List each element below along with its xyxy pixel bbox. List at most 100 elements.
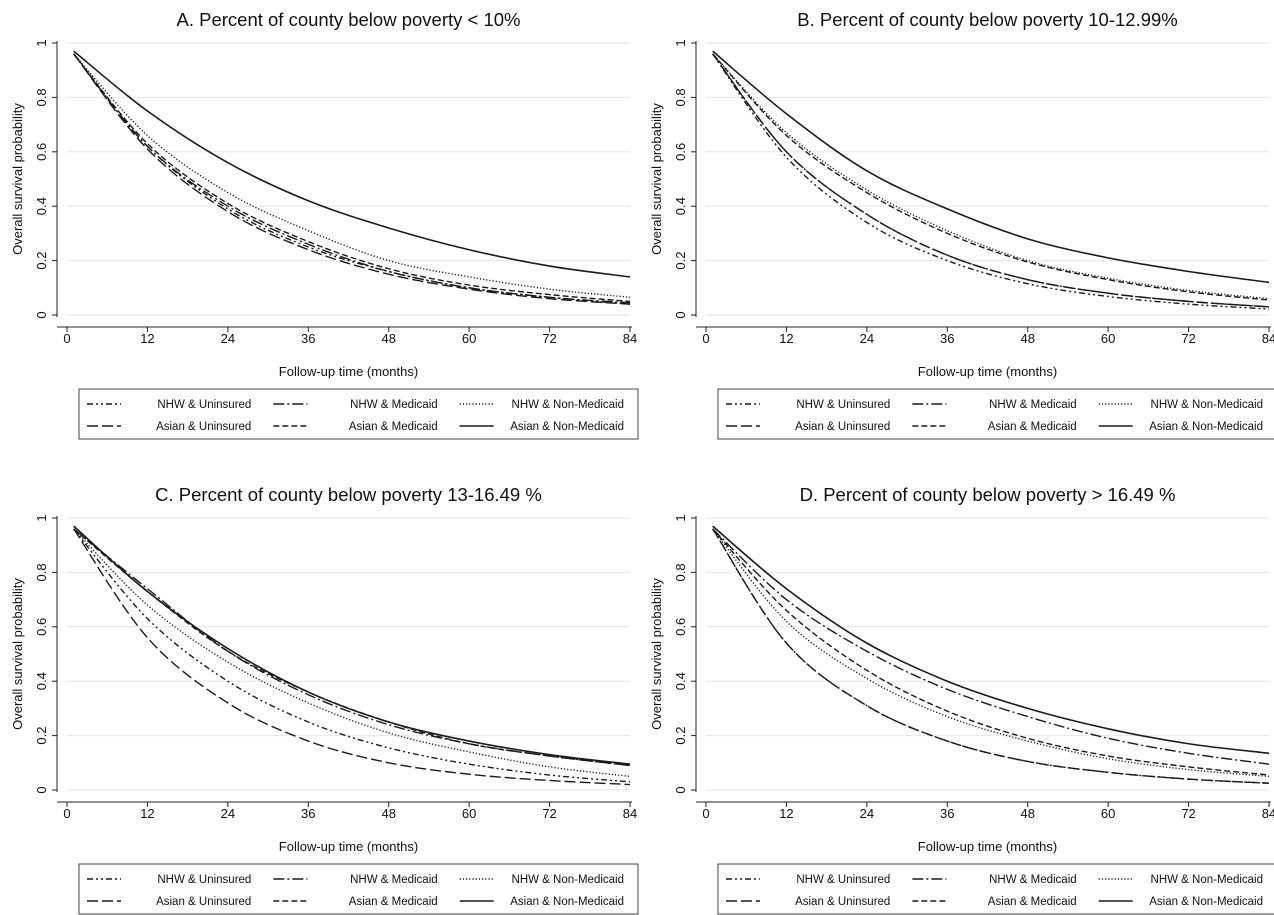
panel-b: B. Percent of county below poverty 10-12…: [649, 9, 1274, 440]
legend-label: Asian & Medicaid: [349, 896, 438, 908]
x-tick-label: 36: [940, 806, 954, 821]
y-tick-label: 0.2: [673, 252, 688, 270]
x-tick-label: 12: [779, 806, 793, 821]
legend-label: NHW & Non-Medicaid: [1151, 399, 1263, 411]
x-tick-label: 60: [1101, 331, 1115, 346]
legend-label: Asian & Medicaid: [349, 421, 438, 433]
legend: [717, 863, 1274, 915]
legend-label: NHW & Medicaid: [989, 874, 1077, 886]
legend-label: NHW & Uninsured: [157, 874, 251, 886]
legend: [717, 388, 1274, 440]
x-tick-label: 12: [140, 806, 154, 821]
legend-label: Asian & Medicaid: [988, 421, 1077, 433]
legend-label: Asian & Non-Medicaid: [510, 421, 624, 433]
x-axis-label: Follow-up time (months): [279, 364, 418, 379]
legend-label: Asian & Non-Medicaid: [1149, 421, 1263, 433]
y-tick-label: 0.6: [34, 143, 49, 161]
series-line-asian-uninsured: [712, 528, 1270, 784]
y-tick-label: 0.6: [673, 618, 688, 636]
x-tick-label: 72: [542, 806, 556, 821]
x-tick-label: 36: [301, 806, 315, 821]
legend-label: NHW & Non-Medicaid: [1151, 874, 1263, 886]
y-tick-label: 0: [673, 311, 688, 318]
legend-label: Asian & Non-Medicaid: [1149, 896, 1263, 908]
x-tick-label: 36: [940, 331, 954, 346]
x-tick-label: 0: [63, 806, 70, 821]
series-line-nhw-medicaid: [73, 53, 631, 304]
series-line-asian-medicaid: [712, 528, 1270, 776]
y-axis-label: Overall survival probability: [10, 578, 25, 730]
y-tick-label: 0.8: [34, 88, 49, 106]
series-line-nhw-uninsured: [712, 53, 1270, 310]
panel-d: D. Percent of county below poverty > 16.…: [649, 484, 1274, 915]
chart-title: D. Percent of county below poverty > 16.…: [800, 484, 1176, 505]
x-axis-label: Follow-up time (months): [918, 364, 1057, 379]
legend-label: NHW & Uninsured: [157, 399, 251, 411]
y-tick-label: 0.2: [673, 727, 688, 745]
legend-label: NHW & Medicaid: [350, 399, 438, 411]
y-tick-label: 0.4: [34, 197, 49, 215]
y-tick-label: 0: [673, 786, 688, 793]
x-tick-label: 72: [1181, 331, 1195, 346]
y-tick-label: 0.6: [34, 618, 49, 636]
panel-c: C. Percent of county below poverty 13-16…: [10, 484, 639, 915]
x-tick-label: 0: [63, 331, 70, 346]
legend-label: Asian & Non-Medicaid: [510, 896, 624, 908]
x-tick-label: 24: [221, 331, 235, 346]
series-line-asian-non-medicaid: [73, 50, 631, 278]
chart-title: B. Percent of county below poverty 10-12…: [797, 9, 1178, 30]
x-tick-label: 72: [542, 331, 556, 346]
y-axis-label: Overall survival probability: [10, 103, 25, 255]
series-line-nhw-medicaid: [712, 528, 1270, 765]
series-line-nhw-uninsured: [73, 53, 631, 305]
series-line-asian-uninsured: [712, 53, 1270, 308]
x-tick-label: 84: [1262, 806, 1274, 821]
series-line-nhw-uninsured: [712, 528, 1270, 784]
y-tick-label: 1: [673, 514, 688, 521]
y-tick-label: 1: [34, 39, 49, 46]
y-tick-label: 0: [34, 311, 49, 318]
legend-label: Asian & Medicaid: [988, 896, 1077, 908]
x-tick-label: 84: [623, 806, 637, 821]
x-tick-label: 84: [1262, 331, 1274, 346]
legend-label: NHW & Medicaid: [350, 874, 438, 886]
series-line-asian-medicaid: [712, 53, 1270, 301]
series-line-nhw-medicaid: [73, 528, 631, 767]
x-tick-label: 0: [702, 331, 709, 346]
series-line-nhw-uninsured: [73, 528, 631, 783]
legend-label: NHW & Uninsured: [796, 874, 890, 886]
series-line-asian-non-medicaid: [712, 525, 1270, 755]
y-tick-label: 0.8: [673, 88, 688, 106]
x-tick-label: 60: [462, 806, 476, 821]
legend-label: Asian & Uninsured: [156, 896, 251, 908]
y-tick-label: 0.6: [673, 143, 688, 161]
series-line-asian-non-medicaid: [712, 50, 1270, 284]
series-line-nhw-non-medicaid: [73, 528, 631, 778]
x-tick-label: 48: [381, 806, 395, 821]
y-tick-label: 0.4: [34, 672, 49, 690]
chart-title: C. Percent of county below poverty 13-16…: [155, 484, 542, 505]
x-tick-label: 60: [462, 331, 476, 346]
series-line-asian-non-medicaid: [73, 525, 631, 765]
x-tick-label: 72: [1181, 806, 1195, 821]
panel-a: A. Percent of county below poverty < 10%…: [10, 9, 639, 440]
x-tick-label: 12: [140, 331, 154, 346]
x-tick-label: 48: [1020, 806, 1034, 821]
y-tick-label: 1: [673, 39, 688, 46]
series-line-nhw-non-medicaid: [712, 528, 1270, 778]
y-tick-label: 0.2: [34, 727, 49, 745]
legend-label: Asian & Uninsured: [156, 421, 251, 433]
x-tick-label: 12: [779, 331, 793, 346]
y-tick-label: 0.4: [673, 197, 688, 215]
legend-label: NHW & Non-Medicaid: [512, 874, 624, 886]
y-axis-label: Overall survival probability: [649, 103, 664, 255]
legend-label: NHW & Medicaid: [989, 399, 1077, 411]
x-tick-label: 0: [702, 806, 709, 821]
series-line-asian-uninsured: [73, 528, 631, 786]
legend-label: Asian & Uninsured: [795, 896, 890, 908]
y-tick-label: 0.8: [673, 563, 688, 581]
x-axis-label: Follow-up time (months): [918, 839, 1057, 854]
x-tick-label: 48: [1020, 331, 1034, 346]
series-line-nhw-non-medicaid: [712, 53, 1270, 300]
legend-label: NHW & Uninsured: [796, 399, 890, 411]
